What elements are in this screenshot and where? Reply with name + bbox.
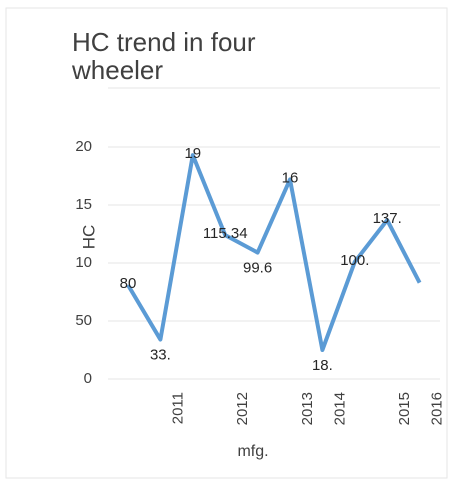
data-label: 80 [120,275,137,292]
x-tick-label: 2011 [169,392,186,424]
data-label: 16 [282,169,299,186]
chart-frame [5,7,448,479]
y-tick-label: 50 [75,312,92,329]
x-tick-label: 2015 [396,392,413,425]
y-tick-label: 15 [75,196,92,213]
data-label: 19 [184,145,201,162]
chart-title: HC trend in four wheeler [72,27,256,85]
y-tick-label: 10 [75,254,92,271]
x-axis-label: mfg. [237,443,268,460]
y-tick-label: 20 [75,138,92,155]
y-tick-label: 0 [84,370,92,387]
data-label: 99.6 [243,260,272,277]
x-tick-label: 2016 [429,392,446,425]
x-tick-label: 2014 [331,392,348,425]
y-axis-label: HC [79,225,98,250]
data-label: 100. [340,252,369,269]
data-label: 115.34 [203,225,248,242]
data-label: 137. [373,210,402,227]
x-tick-label: 2012 [234,392,251,425]
x-tick-label: 2013 [299,392,316,425]
data-line [126,153,422,352]
data-label: 33. [150,347,171,364]
data-label: 18. [312,357,333,374]
